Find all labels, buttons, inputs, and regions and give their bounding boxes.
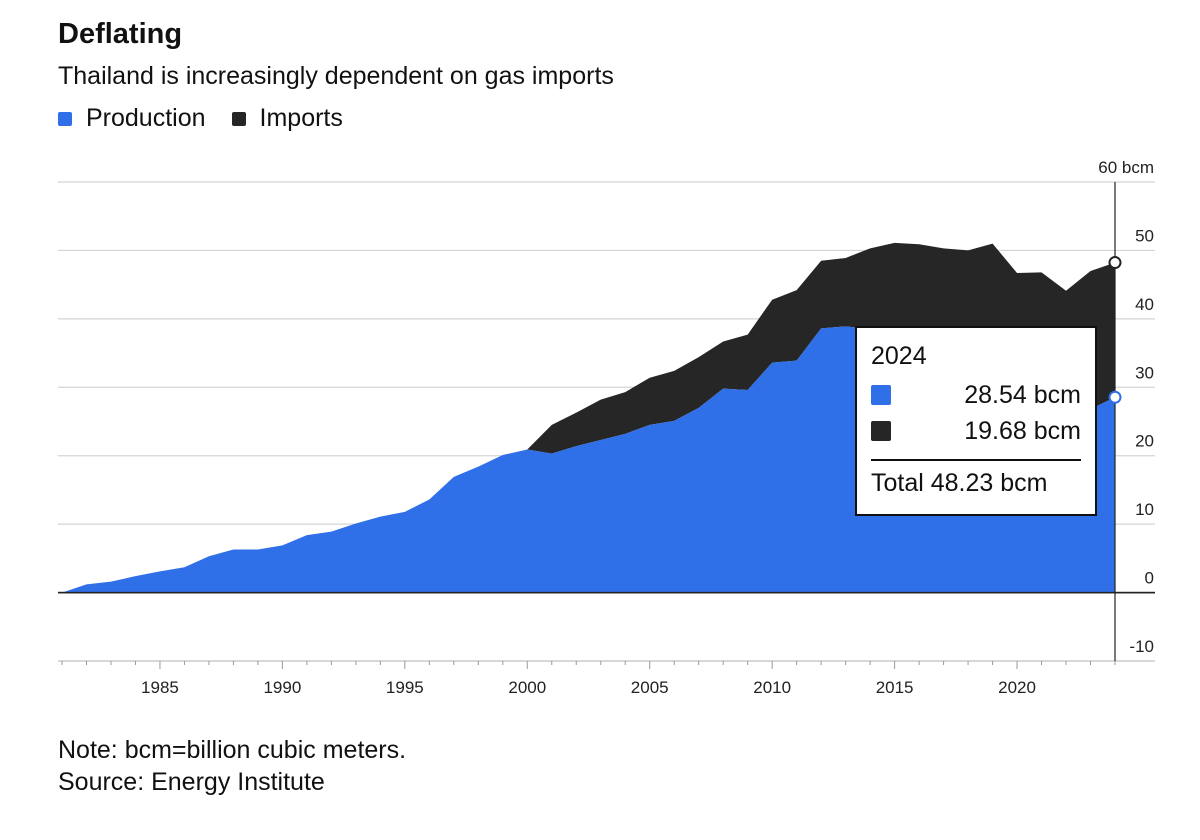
tooltip-row-imports: 19.68 bcm xyxy=(871,413,1081,449)
y-tick-label--10: -10 xyxy=(1129,637,1154,656)
x-tick-label-1985: 1985 xyxy=(141,678,179,697)
highlight-point-total xyxy=(1108,256,1122,270)
note-text: Note: bcm=billion cubic meters. xyxy=(58,736,407,764)
y-tick-label-60: 60 bcm xyxy=(1098,158,1154,177)
legend-item-imports: Imports xyxy=(231,104,343,133)
chart-subtitle: Thailand is increasingly dependent on ga… xyxy=(58,62,614,90)
x-tick-label-2005: 2005 xyxy=(631,678,669,697)
x-tick-label-2000: 2000 xyxy=(508,678,546,697)
tooltip-year: 2024 xyxy=(871,342,927,370)
legend-swatch-imports xyxy=(231,111,246,126)
chart-title: Deflating xyxy=(58,18,183,50)
y-tick-label-40: 40 xyxy=(1135,295,1154,314)
legend-label-production: Production xyxy=(86,104,206,132)
y-tick-label-20: 20 xyxy=(1135,432,1154,451)
legend-swatch-production xyxy=(58,111,72,126)
y-tick-label-50: 50 xyxy=(1135,226,1154,245)
tooltip-row-production: 28.54 bcm xyxy=(871,377,1081,413)
x-tick-label-1995: 1995 xyxy=(386,678,424,697)
tooltip-swatch-production xyxy=(871,385,891,405)
legend: Production Imports xyxy=(58,104,369,133)
tooltip-swatch-imports xyxy=(871,421,891,441)
tooltip-divider xyxy=(871,459,1081,461)
y-tick-label-10: 10 xyxy=(1135,500,1154,519)
legend-label-imports: Imports xyxy=(259,104,343,132)
tooltip: 2024 28.54 bcm 19.68 bcm Total 48.23 bcm xyxy=(855,326,1097,516)
x-tick-label-2020: 2020 xyxy=(998,678,1036,697)
tooltip-value-production: 28.54 bcm xyxy=(964,380,1081,409)
x-tick-label-2015: 2015 xyxy=(876,678,914,697)
tooltip-value-imports: 19.68 bcm xyxy=(964,416,1081,445)
y-tick-label-30: 30 xyxy=(1135,363,1154,382)
legend-item-production: Production xyxy=(58,104,206,133)
chart-notes: Note: bcm=billion cubic meters. Source: … xyxy=(58,734,406,798)
source-text: Source: Energy Institute xyxy=(58,768,325,796)
series-area-production xyxy=(62,326,1115,593)
x-tick-label-1990: 1990 xyxy=(263,678,301,697)
x-tick-label-2010: 2010 xyxy=(753,678,791,697)
tooltip-total: Total 48.23 bcm xyxy=(871,469,1048,497)
y-tick-label-0: 0 xyxy=(1145,569,1154,588)
highlight-point-production xyxy=(1108,390,1122,404)
series-area-imports xyxy=(62,242,1115,593)
